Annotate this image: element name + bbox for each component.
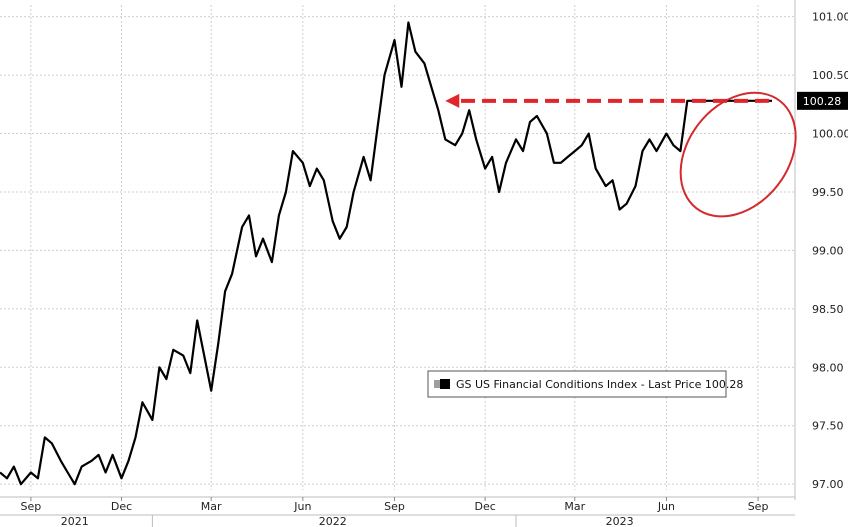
y-tick-label: 100.00 <box>812 128 848 141</box>
x-tick-label: Jun <box>657 500 675 513</box>
last-price-box <box>797 91 848 110</box>
legend: GS US Financial Conditions Index - Last … <box>427 370 743 398</box>
legend-swatch-shadow <box>434 380 441 388</box>
series-line-gs-fci <box>0 21 772 486</box>
x-tick-label: Dec <box>474 500 495 513</box>
legend-swatch <box>440 379 450 389</box>
grid <box>0 5 795 490</box>
last-price: 100.28 <box>797 91 848 110</box>
arrow-head <box>445 93 460 108</box>
x-tick-label: Sep <box>384 500 405 513</box>
highlight-ellipse <box>679 91 797 218</box>
x-tick-label: Mar <box>201 500 222 513</box>
y-tick-label: 99.00 <box>812 244 844 257</box>
x-tick-label: Jun <box>293 500 311 513</box>
y-tick-label: 97.00 <box>812 478 844 491</box>
y-tick-label: 98.00 <box>812 361 844 374</box>
x-axis: Sep Dec Mar Jun Sep Dec Mar Jun Sep 2021 2022 2023 <box>0 496 795 527</box>
legend-box <box>427 370 727 398</box>
y-tick-label: 101.00 <box>812 11 848 24</box>
y-axis: 97.00 97.50 98.00 98.50 99.00 99.50 100.00 100.… <box>794 0 848 500</box>
last-price-label: 100.28 <box>803 95 842 108</box>
y-tick-label: 99.50 <box>812 186 844 199</box>
x-tick-label: Mar <box>564 500 585 513</box>
series-layer <box>0 21 772 486</box>
x-tick-label: Dec <box>111 500 132 513</box>
y-tick-label: 97.50 <box>812 420 844 433</box>
y-tick-label: 100.50 <box>812 69 848 82</box>
year-label: 2023 <box>606 515 634 527</box>
x-tick-label: Sep <box>748 500 769 513</box>
x-tick-label: Sep <box>21 500 42 513</box>
year-label: 2021 <box>61 515 89 527</box>
legend-label: GS US Financial Conditions Index - Last … <box>456 378 743 391</box>
year-label: 2022 <box>319 515 347 527</box>
y-tick-label: 98.50 <box>812 303 844 316</box>
annotations <box>445 91 797 218</box>
